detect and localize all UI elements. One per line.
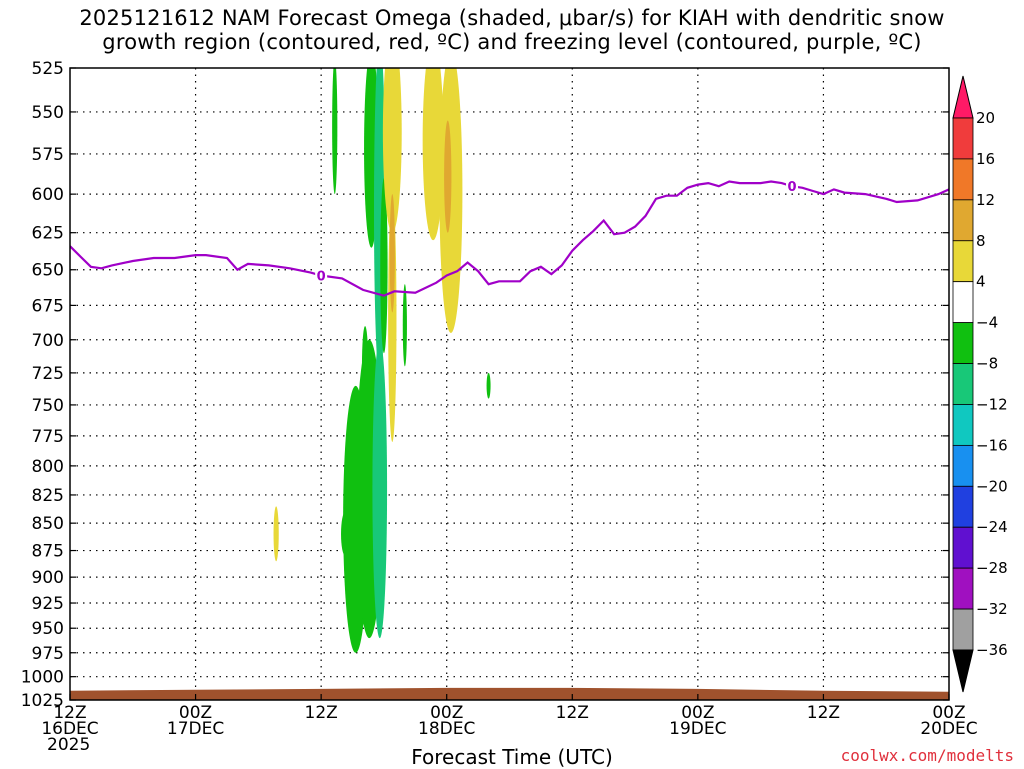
xtick-label-0-1: 16DEC	[41, 719, 98, 739]
colorbar-swatch-3	[952, 240, 974, 283]
freezing-level-line	[70, 180, 949, 297]
ytick-label-975: 975	[32, 644, 64, 664]
colorbar-swatch-7	[952, 404, 974, 446]
colorbar-label-2: 12	[976, 191, 995, 209]
freezing-level-label-0: 0	[317, 270, 326, 285]
colorbar-swatch-8	[952, 444, 974, 487]
colorbar-swatch-5	[952, 322, 974, 364]
ytick-label-600: 600	[32, 185, 64, 205]
ytick-label-775: 775	[32, 427, 64, 447]
contour-label-bg-1	[786, 178, 799, 194]
xtick-label-24-0: 12Z	[305, 703, 338, 723]
colorbar-bottom-arrow	[952, 649, 974, 693]
omega-region-12	[382, 68, 402, 233]
ytick-label-950: 950	[32, 619, 64, 639]
xtick-label-72-0: 12Z	[807, 703, 840, 723]
xtick-label-60-0: 00Z	[681, 703, 714, 723]
ytick-label-575: 575	[32, 145, 64, 165]
xtick-label-84-1: 20DEC	[920, 719, 977, 739]
omega-region-11	[273, 506, 279, 562]
xtick-label-60-1: 19DEC	[669, 719, 726, 739]
colorbar-label-8: −16	[976, 436, 1008, 454]
colorbar-swatch-9	[952, 485, 974, 528]
omega-shading	[273, 68, 491, 653]
colorbar-label-12: −32	[976, 600, 1008, 618]
ytick-label-700: 700	[32, 331, 64, 351]
ytick-label-900: 900	[32, 568, 64, 588]
ytick-label-550: 550	[32, 103, 64, 123]
xtick-label-36-1: 18DEC	[418, 719, 475, 739]
x-axis-label: Forecast Time (UTC)	[411, 745, 613, 769]
colorbar-label-6: −8	[976, 355, 998, 373]
colorbar-label-4: 4	[976, 273, 986, 291]
ytick-label-750: 750	[32, 396, 64, 416]
credit-text: coolwx.com/modelts	[840, 746, 1014, 765]
colorbar-label-5: −4	[976, 314, 998, 332]
terrain-area	[70, 687, 949, 700]
title-line-1: 2025121612 NAM Forecast Omega (shaded, μ…	[79, 6, 945, 30]
colorbar-label-9: −20	[976, 477, 1008, 495]
xtick-label-84-0: 00Z	[932, 703, 965, 723]
ytick-label-1025: 1025	[21, 691, 64, 711]
colorbar-swatch-10	[952, 526, 974, 569]
omega-region-9	[402, 284, 407, 367]
ytick-label-875: 875	[32, 542, 64, 562]
ytick-label-725: 725	[32, 364, 64, 384]
ytick-label-625: 625	[32, 224, 64, 244]
omega-region-16	[389, 194, 395, 313]
xtick-label-48-0: 12Z	[556, 703, 589, 723]
freezing-level-contour: 00	[70, 178, 949, 297]
colorbar-label-13: −36	[976, 641, 1008, 659]
omega-region-1	[332, 68, 338, 195]
ytick-label-925: 925	[32, 594, 64, 614]
xtick-label-36-0: 00Z	[430, 703, 463, 723]
ytick-label-1000: 1000	[21, 668, 64, 688]
contour-label-bg-0	[315, 267, 328, 283]
colorbar-swatch-6	[952, 363, 974, 405]
colorbar-label-7: −12	[976, 395, 1008, 413]
title-line-2: growth region (contoured, red, ºC) and f…	[102, 30, 922, 54]
colorbar-label-3: 8	[976, 232, 986, 250]
colorbar-swatch-11	[952, 567, 974, 610]
y-axis-ticks: 525 550 575 600 625 650 675 700 725 750 775 800 825 8…	[21, 59, 949, 711]
ytick-label-650: 650	[32, 261, 64, 281]
ytick-label-525: 525	[32, 59, 64, 79]
xtick-label-12-1: 17DEC	[167, 719, 224, 739]
xtick-label-12-0: 00Z	[179, 703, 212, 723]
gridlines	[70, 68, 949, 700]
xtick-label-0-0: 12Z	[53, 703, 86, 723]
chart-title: 2025121612 NAM Forecast Omega (shaded, μ…	[0, 6, 1024, 54]
ytick-label-850: 850	[32, 514, 64, 534]
colorbar-swatch-12	[952, 608, 974, 651]
colorbar-swatch-0	[952, 117, 974, 160]
ytick-label-825: 825	[32, 486, 64, 506]
omega-region-10	[486, 372, 491, 399]
colorbar-label-10: −24	[976, 518, 1008, 536]
colorbar-top-arrow	[952, 75, 974, 119]
colorbar-swatch-2	[952, 199, 974, 242]
colorbar-swatch-1	[952, 158, 974, 201]
xtick-label-0-2: 2025	[47, 735, 90, 755]
ytick-label-675: 675	[32, 296, 64, 316]
colorbar-label-1: 16	[976, 150, 995, 168]
omega-region-8	[380, 178, 388, 354]
terrain-fill	[70, 687, 949, 700]
omega-region-4	[361, 326, 369, 405]
colorbar-label-0: 20	[976, 109, 995, 127]
colorbar-label-11: −28	[976, 559, 1008, 577]
freezing-level-label-1: 0	[788, 180, 797, 195]
omega-region-14	[422, 68, 444, 241]
colorbar: 20 16 12 8 4 −4 −8 −12 −16 −20 −24 −28 −32 −36	[952, 75, 1008, 693]
ytick-label-800: 800	[32, 457, 64, 477]
plot-frame	[69, 67, 950, 701]
omega-region-7	[372, 339, 388, 639]
colorbar-swatch-4	[952, 281, 974, 324]
omega-region-17	[444, 120, 452, 233]
